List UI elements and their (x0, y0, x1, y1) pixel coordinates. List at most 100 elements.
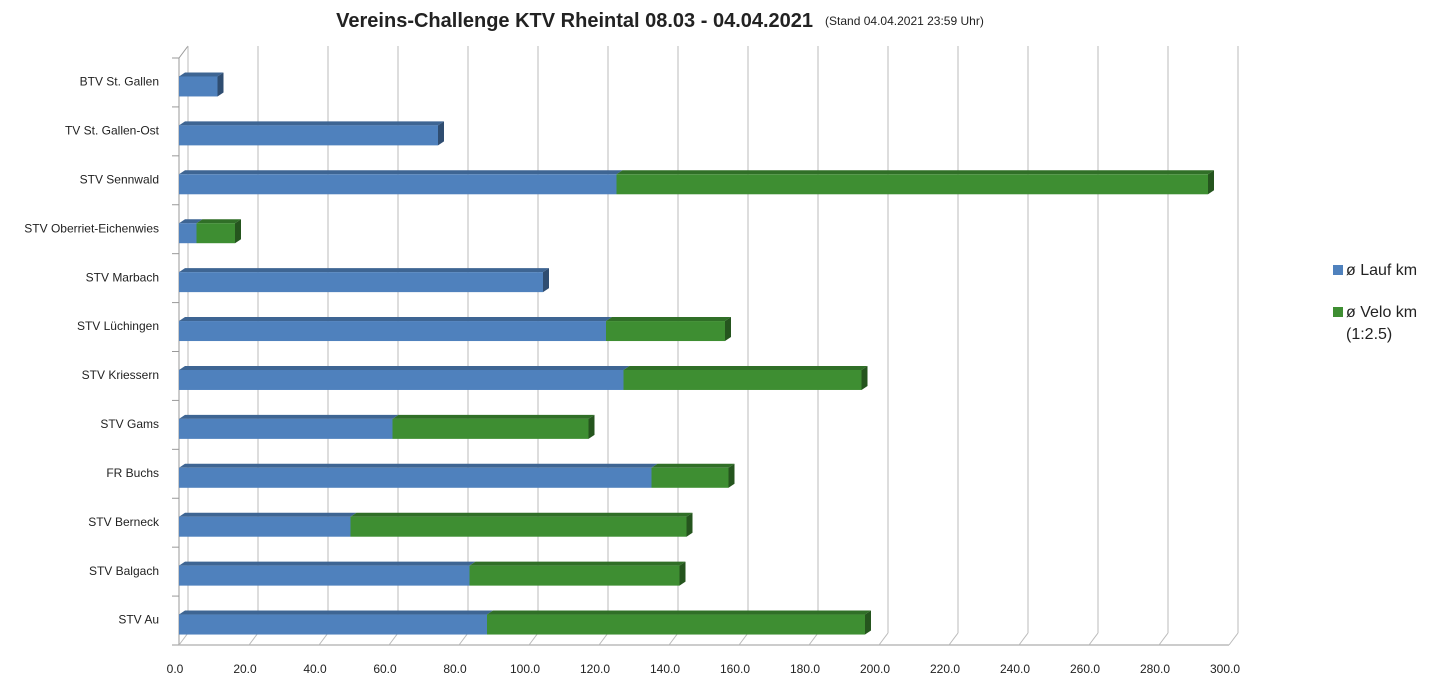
subtitle: (Stand 04.04.2021 23:59 Uhr) (825, 14, 984, 28)
x-tick-label: 240.0 (1000, 662, 1030, 675)
bar (623, 369, 862, 390)
x-tick-label: 260.0 (1070, 662, 1100, 675)
bar-top (392, 414, 595, 419)
y-tick-label: STV Balgach (89, 564, 159, 578)
bar-top (179, 268, 549, 273)
y-tick-label: STV Berneck (88, 515, 160, 529)
bar (606, 321, 725, 342)
x-tick-label: 300.0 (1210, 662, 1240, 675)
bar-top (616, 170, 1214, 175)
grid-line (1228, 632, 1239, 646)
y-tick-label: STV Gams (100, 417, 159, 431)
y-tick-label: BTV St. Gallen (80, 75, 159, 89)
bar-side (1208, 170, 1214, 195)
legend-swatch (1333, 265, 1343, 275)
bar-top (179, 365, 630, 370)
x-tick-label: 180.0 (790, 662, 820, 675)
bar (179, 516, 351, 537)
x-tick-label: 60.0 (373, 662, 397, 675)
y-tick-label: FR Buchs (106, 466, 159, 480)
bar-side (725, 317, 731, 342)
chart-title: Vereins-Challenge KTV Rheintal 08.03 - 0… (336, 10, 984, 32)
bar-top (179, 561, 476, 566)
bar-top (469, 561, 686, 566)
x-tick-label: 280.0 (1140, 662, 1170, 675)
x-tick-label: 100.0 (510, 662, 540, 675)
grid-line (248, 632, 259, 646)
bar-top (179, 414, 399, 419)
bar (350, 516, 687, 537)
bar-top (487, 610, 871, 615)
x-tick-label: 160.0 (720, 662, 750, 675)
bar-side (543, 268, 549, 293)
y-tick-label: STV Oberriet-Eichenwies (24, 221, 159, 235)
bar (179, 174, 617, 195)
legend-swatch (1333, 307, 1343, 317)
bar (179, 565, 470, 586)
axis-line (178, 45, 189, 59)
bar-top (623, 365, 868, 370)
bar-side (861, 365, 868, 390)
bar-top (651, 463, 735, 468)
bar (179, 125, 438, 146)
bar (487, 614, 865, 635)
bar-top (179, 512, 357, 517)
bar-side (679, 561, 686, 586)
grid-line (808, 632, 819, 646)
bar-side (686, 512, 693, 537)
bar-top (606, 317, 731, 322)
bar-side (438, 121, 444, 146)
bar (179, 369, 624, 390)
grid-line (878, 632, 889, 646)
bar-top (179, 463, 658, 468)
bar-top (179, 317, 612, 322)
bar-top (350, 512, 693, 517)
bar-side (217, 72, 224, 97)
y-tick-label: STV Sennwald (80, 172, 159, 186)
x-tick-label: 0.0 (167, 662, 184, 675)
x-tick-label: 40.0 (303, 662, 327, 675)
bar-side (235, 219, 241, 244)
bar-top (179, 610, 493, 615)
y-tick-label: TV St. Gallen-Ost (65, 124, 160, 138)
bar-top (196, 219, 241, 224)
bar (179, 614, 487, 635)
grid-line (738, 632, 749, 646)
x-tick-label: 80.0 (443, 662, 467, 675)
grid-line (598, 632, 609, 646)
legend-label: ø Velo km (1:2.5) (1346, 304, 1418, 343)
grid-line (948, 632, 959, 646)
grid-line (1018, 632, 1029, 646)
bar (179, 467, 652, 488)
y-tick-label: STV Au (118, 613, 159, 627)
bar (179, 418, 393, 439)
title: Vereins-Challenge KTV Rheintal 08.03 - 0… (336, 10, 813, 32)
x-tick-label: 140.0 (650, 662, 680, 675)
bar-top (179, 72, 224, 77)
y-tick-label: STV Marbach (86, 270, 159, 284)
grid-line (388, 632, 399, 646)
bar-side (728, 463, 735, 488)
bar (179, 223, 197, 244)
bar (179, 76, 218, 97)
bar (179, 321, 606, 342)
x-tick-label: 200.0 (860, 662, 890, 675)
grid-line (458, 632, 469, 646)
y-tick-label: STV Kriessern (82, 368, 159, 382)
bar (651, 467, 729, 488)
y-tick-label: STV Lüchingen (77, 319, 159, 333)
bar-top (179, 219, 203, 224)
grid-line (668, 632, 679, 646)
bar (196, 223, 235, 244)
grid-line (318, 632, 329, 646)
grid-line (1158, 632, 1169, 646)
bar (616, 174, 1208, 195)
bar-side (865, 610, 871, 635)
bar (392, 418, 589, 439)
grid-line (178, 632, 189, 646)
bar (469, 565, 680, 586)
grid-line (528, 632, 539, 646)
grid-line (1088, 632, 1099, 646)
